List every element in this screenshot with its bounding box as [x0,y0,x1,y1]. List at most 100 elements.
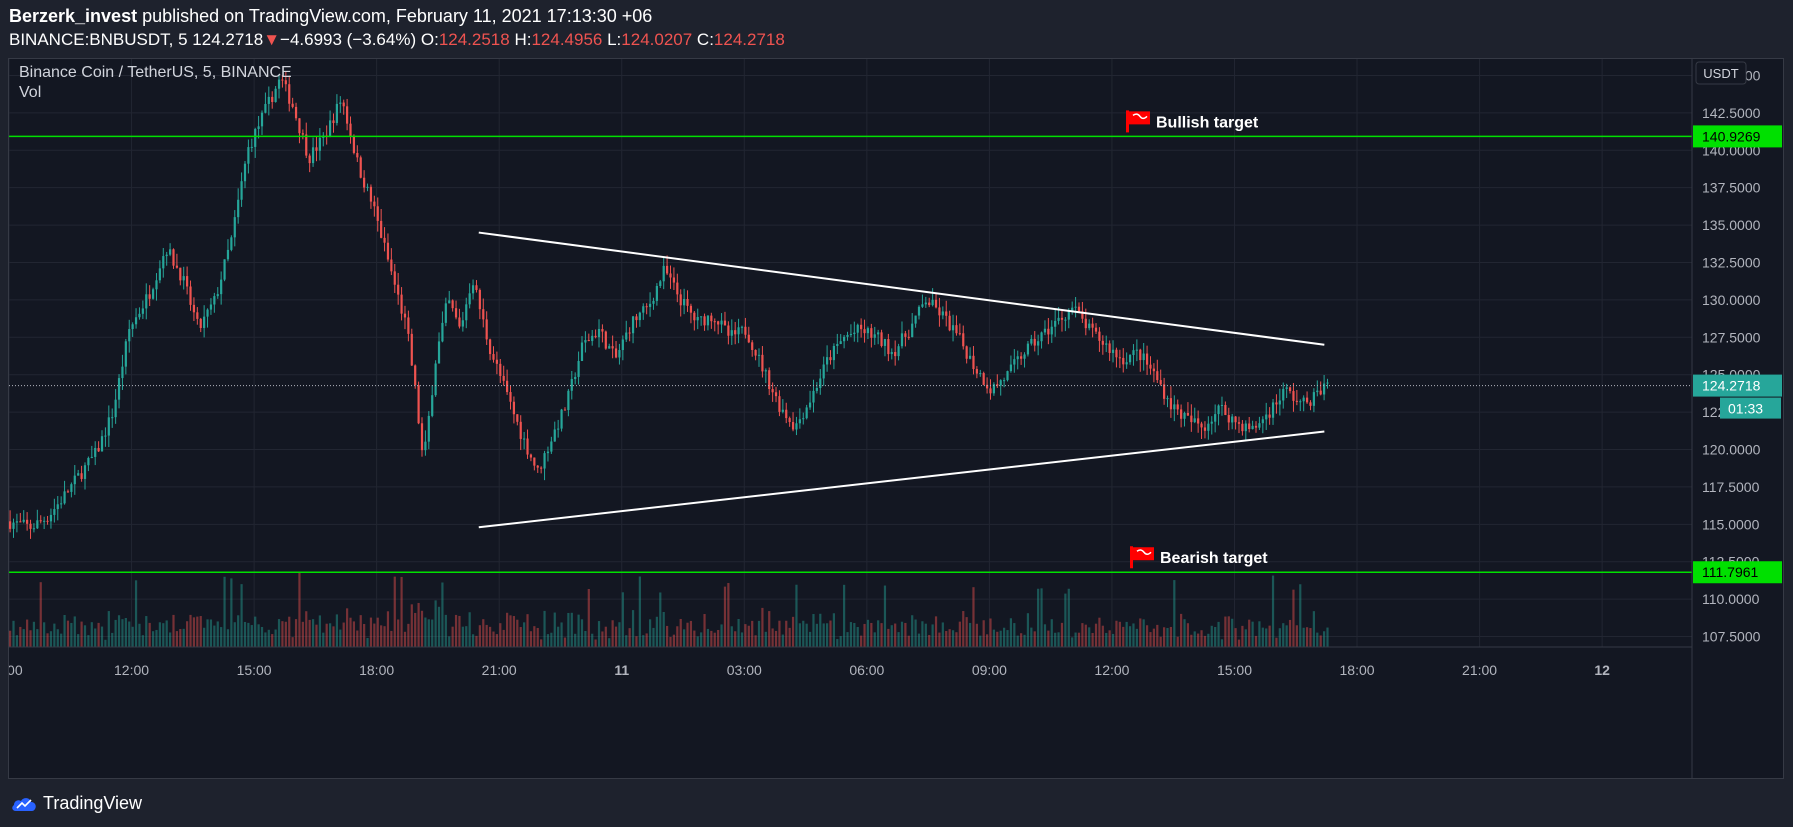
volume-bar [77,634,80,647]
volume-bar [128,621,131,647]
volume-bar [764,631,767,647]
candle-body [444,303,447,323]
candle-body [77,473,80,476]
time-tick-label: 11 [614,662,629,678]
volume-bar [958,621,961,647]
volume-bar [611,620,614,647]
trend-line[interactable] [478,231,1325,346]
candle-body [257,126,260,130]
time-axis[interactable]: 9:00 12:00 15:00 18:00 21:00 11 03:00 06:00 09:0… [0,646,1692,678]
candle-body [1105,343,1108,345]
candle-body [1312,392,1315,406]
candle-body [1118,357,1121,359]
volume-bar [172,614,175,647]
chart-frame[interactable]: Bullish target Bearish target 107.5000 110… [0,58,1784,779]
volume-bar [369,617,373,647]
currency-badge[interactable]: USDT [1695,61,1747,85]
candle-body [883,339,887,346]
volume-bar [985,634,989,647]
horizontal-levels[interactable]: Bullish target Bearish target [9,110,1692,573]
trend-line[interactable] [478,430,1325,529]
low-label: L: [607,30,622,49]
candle-body [894,352,897,357]
volume-bar [519,627,522,647]
candle-body [921,304,924,307]
candle-body [441,322,444,342]
candle-body [315,147,318,151]
volume-bar [431,619,434,647]
candle-body [70,484,73,492]
volume-bar [363,623,366,647]
tradingview-logo[interactable]: TradingView [11,793,142,814]
candle-body [614,348,618,358]
candle-body [1054,320,1057,327]
volume-bar [352,621,356,647]
volume-bar [107,611,110,647]
candle-body [965,346,968,359]
candle-body [1084,318,1087,329]
candle-body [390,259,393,272]
candle-body [546,451,550,454]
volume-bar [1183,619,1186,647]
volume-bar [141,635,144,647]
candle-body [1088,323,1091,329]
candle-body [672,277,676,283]
candle-body [145,294,148,309]
candle-body [267,96,270,104]
candle-body [386,242,390,260]
price-tick-label: 110.0000 [1702,591,1760,607]
volume-bar [400,576,403,647]
candle-body [1064,319,1067,321]
publisher-user[interactable]: Berzerk_invest [9,6,138,26]
candle-body [1254,425,1258,428]
candle-body [1169,398,1173,410]
candle-body [1135,349,1138,351]
candle-body [751,342,754,350]
volume-bar [1094,623,1098,647]
volume-bar [271,634,274,647]
volume-bar [1037,588,1040,647]
trend-lines[interactable] [478,231,1325,529]
volume-bar [1278,628,1281,647]
volume-bar [1084,624,1087,647]
candle-body [1043,328,1047,333]
candle-body [284,80,287,85]
volume-bar [19,626,22,647]
publisher-info: published on TradingView.com, February 1… [137,6,653,26]
volume-bar [700,632,703,647]
candle-body [1023,354,1026,359]
volume-bar [846,632,849,647]
candle-body [1166,398,1169,400]
volume-bar [315,624,318,647]
flag-mark [1132,113,1148,120]
candle-body [134,317,138,325]
time-tick-label: 18:00 [1340,662,1375,678]
volume-bar [434,600,437,647]
candle-body [400,294,403,314]
volume-bar [9,630,12,647]
price-tick-label: 135.0000 [1702,217,1761,233]
candle-body [448,300,451,304]
candle-body [1217,405,1220,415]
volume-bar [1268,625,1271,647]
volume-bar [594,639,597,647]
volume-bar [12,620,15,647]
time-tick-label: 03:00 [727,662,762,678]
time-tick-label: 12:00 [114,662,149,678]
candle-body [1288,387,1292,392]
volume-bar [516,619,519,647]
volume-bar [83,625,87,647]
candle-body [90,456,93,458]
volume-bar [471,634,475,647]
time-tick-label: 18:00 [359,662,394,678]
candle-body [601,328,604,332]
candle-body [703,316,706,326]
candle-body [502,375,505,381]
volume-bar [768,611,771,647]
volume-bar [311,619,315,647]
volume-bar [186,621,189,647]
candle-body [124,341,127,367]
volume-bar [1071,637,1074,647]
candle-body [1060,317,1064,320]
